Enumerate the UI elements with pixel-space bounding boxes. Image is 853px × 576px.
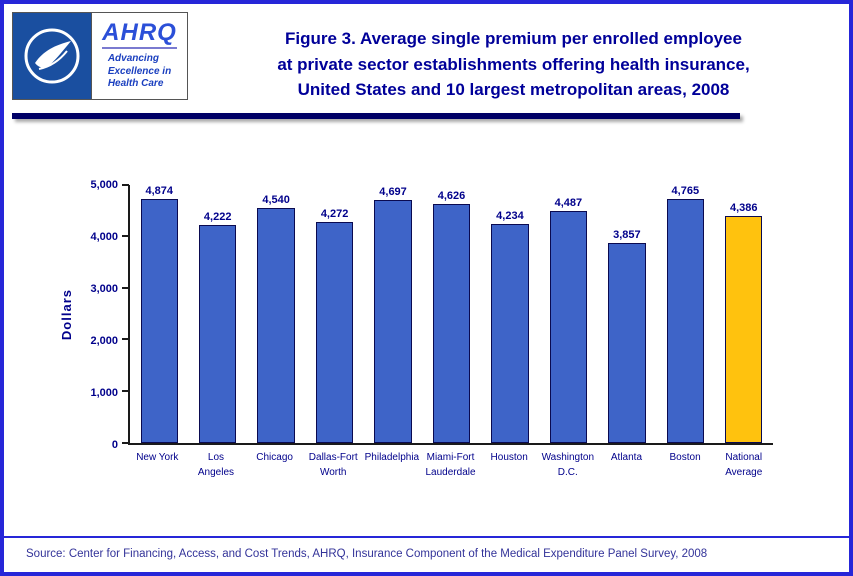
bar-value-label: 3,857: [613, 229, 641, 242]
hhs-logo: [13, 13, 91, 99]
ahrq-tagline: Advancing Excellence in Health Care: [108, 53, 171, 91]
ahrq-logo: AHRQ Advancing Excellence in Health Care: [91, 13, 187, 99]
y-tick-label: 3,000: [90, 282, 118, 295]
hhs-seal-icon: [24, 28, 80, 84]
x-axis-label: Atlanta: [610, 451, 643, 463]
bar-value-label: 4,697: [379, 186, 407, 199]
bar-national-average: [725, 216, 763, 443]
y-tick-mark: [122, 338, 129, 341]
y-tick-mark: [122, 441, 129, 444]
y-axis: 0 1,000 2,000 3,000 4,000 5,000: [80, 179, 128, 451]
bar: [315, 222, 354, 443]
x-axis-label: Boston: [669, 451, 701, 463]
bar-chart: Dollars 0 1,000 2,000 3,000 4,000 5,000 4,874…: [52, 179, 849, 480]
ahrq-tagline-line: Advancing: [107, 53, 159, 65]
y-tick-label: 2,000: [90, 334, 118, 347]
x-axis-label: Miami-Fort Lauderdale: [425, 451, 476, 478]
footer-divider-line: [4, 536, 849, 538]
y-tick-label: 4,000: [90, 230, 118, 243]
x-axis-label: Chicago: [256, 451, 293, 463]
x-label-row: New York Los Angeles Chicago Dallas-Fort Wort…: [128, 450, 773, 480]
bar: [432, 203, 471, 443]
x-axis-label: Houston: [490, 451, 528, 463]
bar-column: 4,234: [481, 185, 539, 443]
bar-column: 4,386: [715, 185, 773, 443]
y-tick-label: 5,000: [90, 178, 118, 191]
bar-column: 3,857: [598, 185, 656, 443]
x-axis-label: National Average: [725, 451, 763, 478]
bar-column: 4,540: [247, 185, 305, 443]
bar-column: 4,697: [364, 185, 422, 443]
y-tick-mark: [122, 389, 129, 392]
bar: [140, 198, 178, 443]
x-axis-label: Philadelphia: [364, 451, 420, 463]
bar: [491, 224, 529, 443]
bar: [549, 210, 588, 443]
x-axis-label: Washington D.C.: [541, 451, 595, 478]
bar-value-label: 4,234: [496, 210, 524, 223]
footer: Source: Center for Financing, Access, an…: [4, 536, 849, 572]
bar-column: 4,272: [305, 185, 363, 443]
plot-column: 4,874 4,222 4,540 4,272 4,697 4,626 4,234 4,487…: [122, 183, 773, 480]
bar-column: 4,626: [422, 185, 480, 443]
bar-value-label: 4,272: [320, 208, 349, 221]
bar-column: 4,222: [188, 185, 246, 443]
bar-column: 4,874: [130, 185, 188, 443]
x-axis-label: Dallas-Fort Worth: [308, 451, 358, 478]
y-tick-label: 1,000: [90, 386, 118, 399]
bar-column: 4,765: [656, 185, 714, 443]
header: AHRQ Advancing Excellence in Health Care…: [4, 4, 849, 103]
bar-value-label: 4,626: [437, 189, 466, 202]
bar: [608, 243, 646, 443]
y-axis-title: Dollars: [58, 288, 74, 341]
y-tick-mark: [122, 183, 129, 186]
x-axis-label: New York: [136, 451, 179, 463]
plot-area: 4,874 4,222 4,540 4,272 4,697 4,626 4,234 4,487…: [122, 183, 773, 445]
y-tick-label: 0: [111, 438, 118, 451]
y-tick-mark: [122, 286, 129, 289]
bar-value-label: 4,487: [554, 196, 583, 209]
bar-value-label: 4,874: [145, 184, 173, 197]
bar-value-label: 4,765: [671, 184, 700, 197]
bar: [198, 224, 237, 443]
bar-value-label: 4,540: [262, 194, 290, 207]
bar-column: 4,487: [539, 185, 597, 443]
y-tick-mark: [122, 235, 129, 238]
y-axis-title-box: Dollars: [52, 185, 80, 445]
source-note: Source: Center for Financing, Access, an…: [26, 548, 708, 560]
figure-title-line: United States and 10 largest metropolita…: [297, 80, 730, 99]
figure-title-line: Figure 3. Average single premium per enr…: [285, 29, 742, 48]
bar: [257, 208, 295, 443]
ahrq-wordmark: AHRQ: [102, 21, 177, 50]
agency-logo: AHRQ Advancing Excellence in Health Care: [12, 12, 188, 100]
ahrq-tagline-line: Health Care: [107, 78, 164, 90]
bar-value-label: 4,386: [729, 202, 758, 215]
x-axis-label: Los Angeles: [197, 451, 235, 478]
bar: [374, 200, 412, 443]
figure-title: Figure 3. Average single premium per enr…: [188, 12, 839, 103]
header-divider-bar: [12, 112, 740, 119]
bar-value-label: 4,222: [203, 210, 232, 223]
figure-title-line: at private sector establishments offerin…: [277, 54, 750, 74]
ahrq-tagline-line: Excellence in: [107, 65, 172, 77]
bar: [666, 198, 704, 443]
